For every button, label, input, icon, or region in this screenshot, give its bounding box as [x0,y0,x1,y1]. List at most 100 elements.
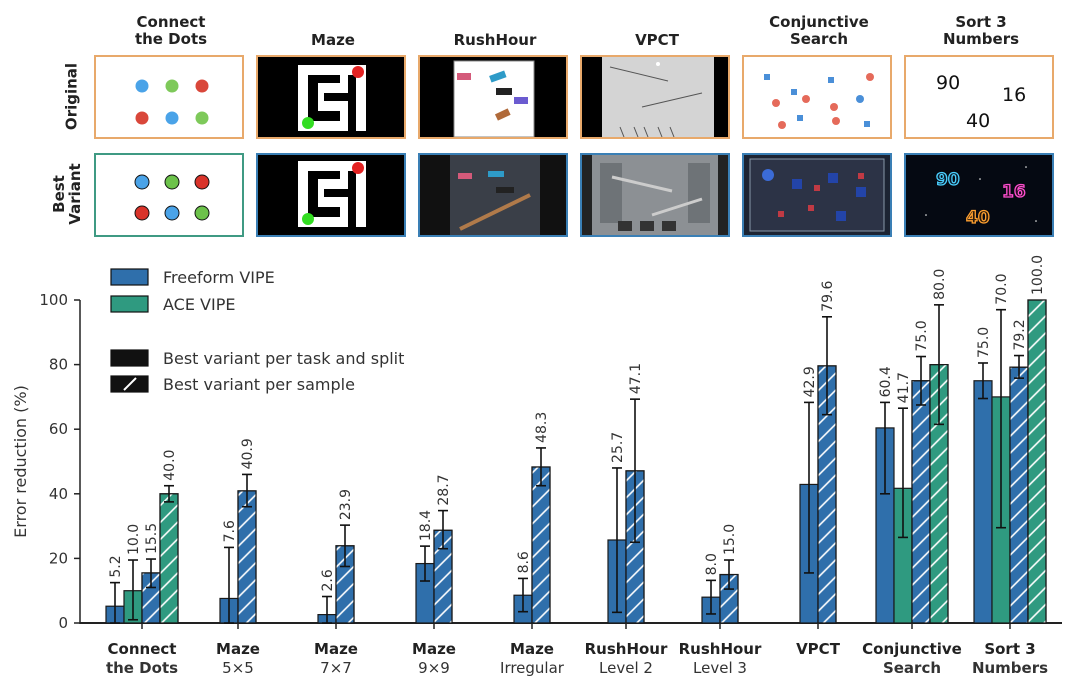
title-line: Maze [311,31,355,49]
thumb-best-connect-dots [94,153,244,237]
thumb-best-sort-numbers: 90 16 40 [904,153,1054,237]
x-tick-label-line2: Level 2 [599,659,653,677]
data-label: 23.9 [338,489,354,520]
chart-legend: Freeform VIPE ACE VIPE Best variant per ta… [110,268,404,394]
x-tick-label-line1: Maze [216,640,260,658]
thumb-title-conjunctive-search: Conjunctive Search [742,14,896,48]
data-label: 79.6 [820,281,836,312]
legend-label: Best variant per sample [163,375,355,394]
thumb-title-rushhour: RushHour [418,32,572,49]
bar-hatch-overlay [911,380,931,624]
sort-number: 16 [1002,182,1026,202]
x-tick-label-line2: 9×9 [418,659,450,677]
thumb-title-maze: Maze [256,32,410,49]
data-label: 41.7 [896,372,912,403]
thumb-best-vpct [580,153,730,237]
x-tick-label-line2: the Dots [106,659,178,677]
x-tick-label-line1: VPCT [796,640,841,658]
x-tick-label-line2: Irregular [500,659,565,677]
thumb-title-sort-numbers: Sort 3 Numbers [904,14,1058,48]
data-label: 42.9 [802,366,818,397]
thumb-best-maze [256,153,406,237]
y-tick-label: 60 [49,420,68,438]
y-tick-label: 40 [49,485,68,503]
thumb-title-connect-dots: Connect the Dots [94,14,248,48]
data-label: 25.7 [610,432,626,463]
thumb-title-vpct: VPCT [580,32,734,49]
conjunctive-search-image [764,73,874,129]
data-label: 5.2 [108,555,124,577]
x-tick-label-line1: Maze [314,640,358,658]
bar-hatch-overlay [159,493,179,624]
legend-swatch-freeform [110,268,149,286]
thumb-original-maze [256,55,406,139]
data-label: 8.6 [516,551,532,573]
data-label: 7.6 [222,520,238,542]
title-line: Sort 3 [955,13,1007,31]
thumb-best-conjunctive-search [742,153,892,237]
title-line: Conjunctive [769,13,869,31]
title-line: Connect [136,13,206,31]
data-label: 60.4 [878,366,894,397]
thumb-original-connect-dots [94,55,244,139]
bar-hatch-overlay [1027,299,1047,624]
data-label: 15.0 [722,524,738,555]
row-label-original: Original [62,62,81,131]
thumb-original-sort-numbers: 90 16 40 [904,55,1054,139]
data-label: 75.0 [914,320,930,351]
thumb-original-rushhour [418,55,568,139]
bar-hatch-overlay [531,466,551,624]
data-label: 15.5 [144,523,160,554]
data-label: 40.9 [240,438,256,469]
x-tick-label-line2: Level 3 [693,659,747,677]
data-label: 100.0 [1030,255,1046,295]
title-line: RushHour [453,31,537,49]
data-label: 79.2 [1012,319,1028,350]
thumb-best-rushhour [418,153,568,237]
sort-numbers-image: 90 16 40 [936,72,1026,132]
rushhour-image [453,60,535,137]
x-tick-label-line1: Conjunctive [862,640,962,658]
y-tick-label: 0 [58,614,68,632]
vpct-image [602,57,714,137]
data-label: 10.0 [126,524,142,555]
bar-freeform-per-task [973,380,993,624]
title-line: VPCT [635,31,679,49]
title-line: Search [789,30,849,48]
rushhour-best-image [450,155,540,235]
data-label: 40.0 [162,450,178,481]
conjunctive-search-best-image [749,158,885,232]
legend-swatch-solid [110,349,149,367]
x-tick-label-line1: RushHour [679,640,762,658]
bar-hatch-overlay [237,490,257,624]
data-label: 70.0 [994,274,1010,305]
bar-hatch-overlay [1009,366,1029,624]
sort-numbers-best-image: 90 16 40 [925,166,1037,229]
sort-number: 90 [936,170,960,190]
sort-number: 40 [966,208,990,228]
title-line: Numbers [942,30,1020,48]
x-tick-label-line2: Search [883,659,941,677]
thumb-original-vpct [580,55,730,139]
sort-number: 90 [936,72,960,94]
x-tick-label-line2: Numbers [972,659,1048,677]
data-label: 8.0 [704,553,720,575]
maze-image [298,65,366,131]
maze-best-image [298,161,366,227]
x-tick-label-line1: Connect [108,640,177,658]
connect-dots-best-image [134,174,210,221]
title-line: the Dots [134,30,208,48]
y-tick-label: 80 [49,356,68,374]
sort-number: 16 [1002,84,1026,106]
x-tick-label-line1: Maze [412,640,456,658]
y-tick-label: 20 [49,549,68,567]
data-label: 80.0 [932,269,948,300]
x-tick-label-line1: RushHour [585,640,668,658]
vpct-best-image [592,155,718,235]
connect-dots-image [135,79,209,125]
data-label: 48.3 [534,412,550,443]
thumb-original-conjunctive-search [742,55,892,139]
legend-label: ACE VIPE [163,295,235,314]
data-label: 47.1 [628,363,644,394]
